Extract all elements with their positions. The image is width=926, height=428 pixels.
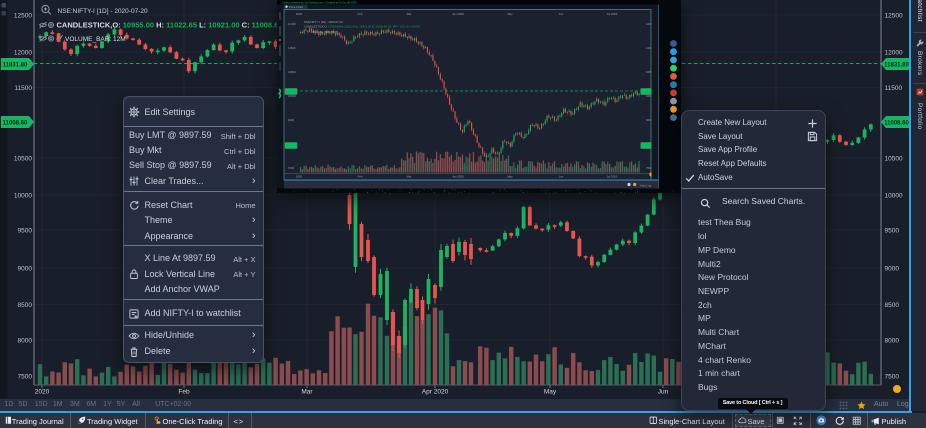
svg-text:7600: 7600 (288, 166, 295, 170)
svg-text:7500: 7500 (885, 374, 900, 381)
svg-text:9500: 9500 (885, 228, 900, 235)
svg-text:10000: 10000 (646, 94, 654, 98)
svg-text:11500: 11500 (14, 85, 32, 92)
svg-text:10800: 10800 (288, 70, 296, 74)
svg-text:10500: 10500 (885, 156, 903, 163)
svg-text:8000: 8000 (18, 338, 33, 345)
svg-text:8500: 8500 (885, 302, 900, 309)
svg-text:11831.80: 11831.80 (3, 62, 28, 68)
svg-text:12400: 12400 (646, 22, 654, 26)
svg-text:Feb: Feb (358, 12, 363, 16)
svg-text:May: May (507, 175, 513, 179)
svg-text:12500: 12500 (885, 13, 903, 20)
svg-text:CANDLESTICK,O: 10955.00 H: 110: CANDLESTICK,O: 10955.00 H: 11022.65 L: 1… (57, 20, 283, 29)
svg-text:9200: 9200 (288, 118, 295, 122)
svg-text:Apr 2020: Apr 2020 (422, 389, 449, 396)
svg-text:May: May (507, 12, 513, 16)
svg-text:VOLUME_BAR: 12M: VOLUME_BAR: 12M (65, 36, 126, 43)
svg-text:Feb: Feb (358, 175, 363, 179)
svg-text:⊡◎⊡: ⊡◎⊡ (461, 165, 471, 170)
svg-text:12000: 12000 (14, 50, 32, 57)
svg-text:9000: 9000 (885, 266, 900, 273)
svg-text:Feb: Feb (178, 389, 190, 396)
svg-text:Mar: Mar (301, 389, 313, 396)
svg-text:12500: 12500 (14, 13, 32, 20)
svg-text:8500: 8500 (18, 302, 33, 309)
svg-text:11008.60: 11008.60 (884, 120, 909, 126)
svg-text:VOLUME_BAR: 36M: VOLUME_BAR: 36M (311, 30, 338, 34)
svg-text:10500: 10500 (14, 156, 32, 163)
svg-text:11500: 11500 (885, 85, 903, 92)
svg-text:10000: 10000 (14, 193, 32, 200)
svg-text:CANDLESTICK,O: 10955.00 H: 110: CANDLESTICK,O: 10955.00 H: 11022.65 L: 1… (304, 25, 420, 29)
svg-text:Charts powered by GoCharting.c: Charts powered by GoCharting.com - Creat… (282, 0, 357, 4)
svg-text:11600: 11600 (646, 46, 654, 50)
svg-text:May: May (544, 389, 557, 396)
svg-text:11831.80: 11831.80 (884, 62, 909, 68)
svg-text:Apr 2020: Apr 2020 (452, 12, 464, 16)
svg-text:Jul 2020: Jul 2020 (607, 12, 618, 16)
svg-text:Jun: Jun (559, 12, 564, 16)
svg-text:9000: 9000 (18, 266, 33, 273)
svg-text:11008.60: 11008.60 (3, 120, 28, 126)
svg-text:Jul 2020: Jul 2020 (607, 175, 618, 179)
svg-text:7600: 7600 (646, 166, 653, 170)
svg-text:9500: 9500 (18, 228, 33, 235)
svg-text:Auto Log: Auto Log (640, 183, 652, 187)
svg-text:7500: 7500 (18, 374, 33, 381)
svg-text:11600: 11600 (288, 46, 296, 50)
svg-text:Price Chart: Price Chart (289, 5, 303, 9)
svg-text:Mar: Mar (407, 175, 412, 179)
svg-text:10000: 10000 (885, 193, 903, 200)
svg-text:Apr 2020: Apr 2020 (452, 175, 464, 179)
svg-text:2020: 2020 (296, 175, 303, 179)
svg-text:Jun: Jun (559, 175, 564, 179)
svg-text:10000: 10000 (288, 94, 296, 98)
svg-text:12400: 12400 (288, 22, 296, 26)
svg-text:10800: 10800 (646, 70, 654, 74)
svg-text:8000: 8000 (885, 338, 900, 345)
svg-text:9200: 9200 (646, 118, 653, 122)
svg-text:Jun: Jun (658, 389, 669, 396)
svg-text:2020: 2020 (35, 389, 50, 396)
svg-text:2020: 2020 (296, 12, 303, 16)
svg-text:Mar: Mar (407, 12, 412, 16)
svg-text:NSE:NIFTY-I [1D] - 2020-07-20: NSE:NIFTY-I [1D] - 2020-07-20 (304, 20, 343, 24)
svg-text:NSE:NIFTY-I [1D] - 2020-07-20: NSE:NIFTY-I [1D] - 2020-07-20 (58, 8, 148, 15)
svg-text:12000: 12000 (885, 50, 903, 57)
